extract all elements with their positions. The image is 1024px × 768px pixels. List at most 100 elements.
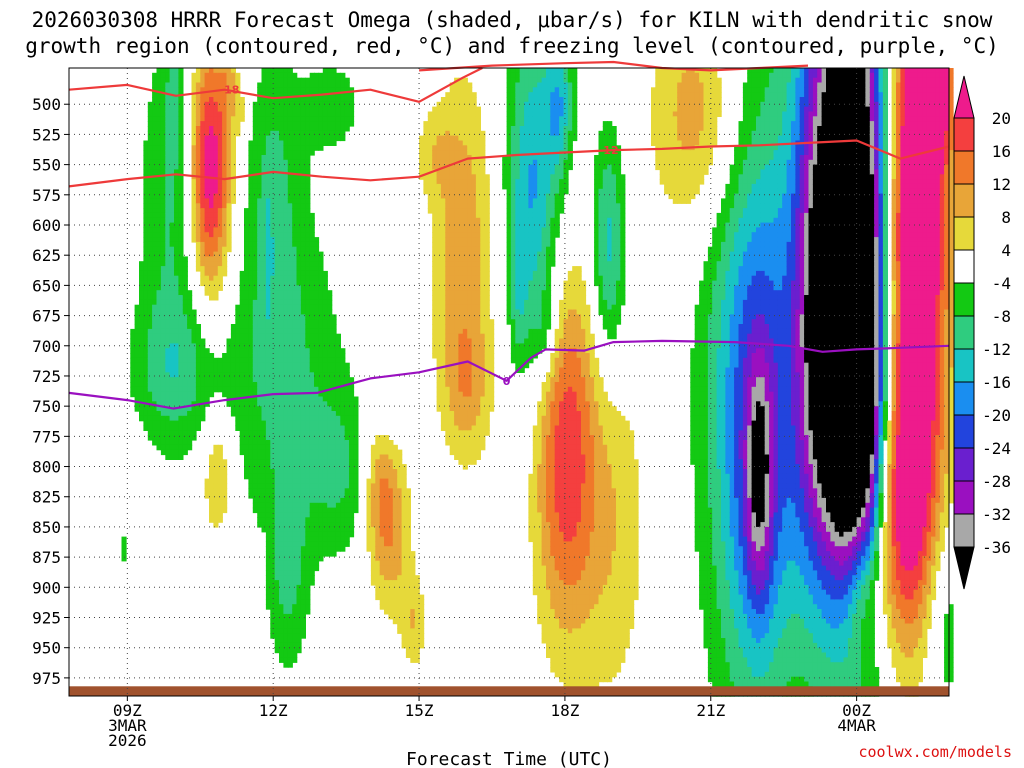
omega-cell	[222, 493, 227, 499]
omega-cell	[174, 141, 179, 147]
omega-cell	[332, 421, 337, 427]
omega-cell	[192, 121, 197, 127]
omega-cell	[253, 131, 258, 137]
omega-cell	[349, 527, 354, 533]
omega-cell	[174, 382, 179, 388]
omega-cell	[213, 358, 218, 364]
omega-cell	[458, 416, 463, 422]
omega-cell	[384, 595, 389, 601]
omega-cell	[222, 488, 227, 494]
omega-cell	[266, 314, 271, 320]
omega-cell	[314, 237, 319, 243]
omega-cell	[340, 541, 345, 547]
omega-cell	[157, 445, 162, 451]
omega-cell	[432, 107, 437, 113]
omega-cell	[371, 522, 376, 528]
omega-cell	[467, 189, 472, 195]
omega-cell	[279, 266, 284, 272]
omega-cell	[213, 145, 218, 151]
omega-cell	[161, 126, 166, 132]
omega-cell	[314, 455, 319, 461]
omega-cell	[227, 155, 232, 161]
omega-cell	[305, 319, 310, 325]
omega-cell	[266, 604, 271, 610]
omega-cell	[297, 474, 302, 480]
omega-cell	[209, 382, 214, 388]
omega-cell	[345, 368, 350, 374]
omega-cell	[472, 97, 477, 103]
omega-cell	[161, 227, 166, 233]
omega-cell	[178, 319, 183, 325]
omega-cell	[318, 107, 323, 113]
omega-cell	[227, 131, 232, 137]
omega-cell	[262, 450, 267, 456]
omega-cell	[174, 319, 179, 325]
omega-cell	[323, 319, 328, 325]
omega-cell	[336, 406, 341, 412]
omega-cell	[231, 150, 236, 156]
omega-cell	[139, 285, 144, 291]
omega-cell	[248, 232, 253, 238]
omega-cell	[467, 372, 472, 378]
omega-cell	[463, 426, 468, 432]
omega-cell	[314, 334, 319, 340]
omega-cell	[445, 368, 450, 374]
omega-cell	[467, 136, 472, 142]
omega-cell	[157, 387, 162, 393]
omega-cell	[393, 575, 398, 581]
omega-cell	[305, 469, 310, 475]
omega-cell	[384, 546, 389, 552]
omega-cell	[288, 638, 293, 644]
omega-cell	[152, 237, 157, 243]
omega-cell	[266, 68, 271, 74]
omega-cell	[288, 459, 293, 465]
omega-cell	[235, 73, 240, 79]
omega-cell	[213, 150, 218, 156]
omega-cell	[178, 198, 183, 204]
omega-cell	[305, 508, 310, 513]
omega-cell	[305, 551, 310, 557]
omega-cell	[170, 83, 175, 89]
omega-cell	[135, 343, 140, 349]
omega-cell	[288, 141, 293, 147]
omega-cell	[463, 232, 468, 238]
omega-cell	[209, 363, 214, 369]
omega-cell	[283, 237, 288, 243]
omega-cell	[248, 334, 253, 340]
omega-cell	[192, 319, 197, 325]
omega-cell	[415, 633, 420, 639]
omega-cell	[283, 450, 288, 456]
omega-cell	[318, 397, 323, 403]
omega-cell	[231, 353, 236, 359]
omega-cell	[445, 145, 450, 151]
omega-cell	[174, 411, 179, 417]
omega-cell	[143, 155, 148, 161]
omega-cell	[288, 198, 293, 204]
omega-cell	[332, 527, 337, 533]
omega-cell	[432, 353, 437, 359]
omega-cell	[332, 107, 337, 113]
omega-cell	[262, 493, 267, 499]
omega-cell	[297, 599, 302, 605]
omega-cell	[406, 546, 411, 552]
omega-cell	[314, 107, 319, 113]
omega-cell	[170, 343, 175, 349]
omega-cell	[270, 595, 275, 601]
omega-cell	[143, 208, 148, 214]
omega-cell	[340, 503, 345, 509]
omega-cell	[279, 382, 284, 388]
omega-cell	[253, 348, 258, 354]
omega-cell	[270, 155, 275, 161]
omega-cell	[122, 537, 127, 543]
omega-cell	[152, 406, 157, 412]
omega-cell	[209, 517, 214, 523]
omega-cell	[340, 493, 345, 499]
omega-cell	[152, 324, 157, 330]
omega-cell	[157, 203, 162, 209]
omega-cell	[445, 150, 450, 156]
omega-cell	[283, 416, 288, 422]
omega-cell	[323, 372, 328, 378]
omega-cell	[388, 551, 393, 557]
omega-cell	[288, 232, 293, 238]
omega-cell	[458, 372, 463, 378]
